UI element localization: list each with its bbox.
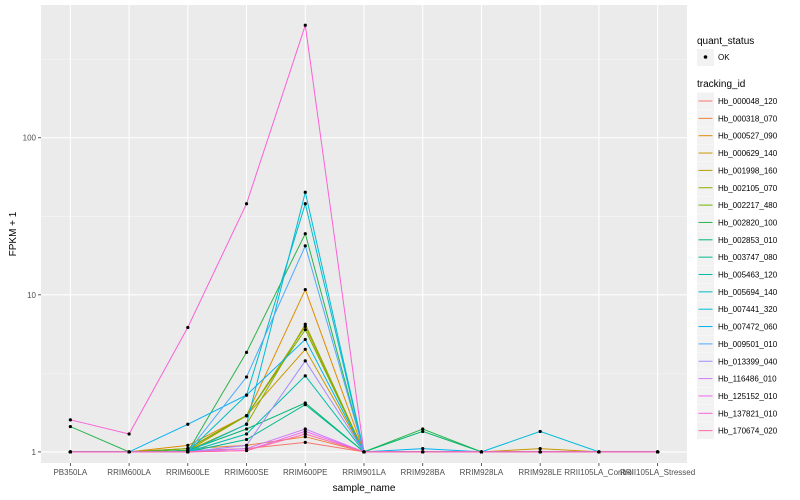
data-point: [538, 450, 542, 454]
legend-tracking-label: Hb_001998_160: [718, 166, 778, 175]
data-point: [186, 325, 190, 330]
data-point: [244, 350, 249, 355]
x-tick-label: RRII105LA_Stressed: [620, 468, 695, 477]
legend-quant-title: quant_status: [697, 36, 754, 47]
data-point: [186, 450, 190, 454]
data-point: [303, 347, 307, 351]
y-axis-title: FPKM + 1: [8, 211, 19, 256]
data-point: [362, 450, 366, 454]
data-point: [479, 450, 484, 454]
data-point: [244, 202, 249, 206]
x-tick-label: RRIM928LA: [460, 468, 504, 477]
data-point: [244, 422, 249, 426]
legend-tracking-label: Hb_002820_100: [718, 218, 778, 227]
data-point: [303, 287, 307, 292]
x-tick-label: RRIM928LE: [518, 468, 562, 477]
data-point: [538, 446, 542, 451]
data-point: [68, 450, 72, 454]
data-point: [421, 429, 425, 434]
data-point: [303, 429, 307, 434]
x-tick-label: RRIM600LE: [166, 468, 210, 477]
data-point: [303, 322, 307, 326]
data-point: [303, 328, 307, 332]
data-point: [597, 450, 601, 454]
x-tick-label: RRIM901LA: [342, 468, 386, 477]
y-tick-label: 100: [23, 134, 37, 143]
data-point: [421, 450, 425, 454]
legend-tracking-label: Hb_125152_010: [718, 392, 778, 401]
data-point: [421, 446, 425, 451]
x-axis-title: sample_name: [333, 483, 396, 494]
x-tick-label: RRII105LA_Control: [564, 468, 634, 477]
x-tick-label: RRIM600LA: [107, 468, 151, 477]
legend-tracking-label: Hb_000629_140: [718, 149, 778, 158]
legend-tracking-label: Hb_007472_060: [718, 323, 778, 332]
data-point: [656, 450, 660, 454]
data-point: [127, 450, 131, 454]
data-point: [244, 414, 249, 418]
data-point: [244, 437, 249, 442]
legend-tracking-label: Hb_007441_320: [718, 305, 778, 314]
data-point: [303, 202, 307, 206]
data-point: [244, 393, 249, 397]
data-point: [303, 432, 307, 436]
legend-tracking-label: Hb_005694_140: [718, 288, 778, 297]
data-point: [244, 375, 249, 379]
legend-tracking-label: Hb_013399_040: [718, 357, 778, 366]
data-point: [303, 232, 307, 236]
data-point: [68, 424, 72, 429]
legend-tracking-label: Hb_116486_010: [718, 375, 777, 384]
data-point: [303, 440, 307, 444]
legend-tracking-label: Hb_002105_070: [718, 184, 778, 193]
data-point: [303, 427, 307, 431]
legend-tracking-label: Hb_002853_010: [718, 236, 778, 245]
legend-tracking-label: Hb_137821_010: [718, 409, 778, 418]
legend-tracking-label: Hb_000318_070: [718, 114, 778, 123]
data-point: [244, 432, 249, 436]
x-tick-label: RRIM928BA: [400, 468, 445, 477]
legend-tracking-title: tracking_id: [697, 79, 745, 90]
x-tick-label: PB350LA: [53, 468, 87, 477]
data-point: [303, 337, 307, 342]
data-point: [186, 443, 190, 448]
data-point: [303, 23, 307, 27]
legend-tracking-label: Hb_170674_020: [718, 427, 778, 436]
legend-tracking-label: Hb_009501_010: [718, 340, 778, 349]
legend-tracking-label: Hb_005463_120: [718, 271, 778, 280]
legend-tracking-label: Hb_000048_120: [718, 97, 778, 106]
data-point: [303, 374, 307, 378]
data-point: [244, 427, 249, 431]
y-axis: 1 10 100: [23, 134, 41, 457]
grid-lines: [41, 5, 687, 463]
legend: quant_status OK tracking_id Hb_000048_12…: [697, 36, 778, 440]
data-point: [68, 418, 72, 422]
series-points: [68, 23, 660, 454]
data-point: [303, 190, 307, 194]
legend-quant-label: OK: [718, 53, 730, 62]
data-point: [244, 443, 249, 448]
x-tick-label: RRIM600PE: [283, 468, 327, 477]
legend-tracking-label: Hb_003747_080: [718, 253, 778, 262]
data-point: [303, 359, 307, 363]
y-tick-label: 1: [32, 448, 37, 457]
y-tick-label: 10: [27, 291, 36, 300]
data-point: [303, 435, 307, 439]
legend-quant-point: [703, 55, 708, 59]
data-point: [127, 432, 131, 436]
data-point: [538, 429, 542, 434]
legend-tracking-label: Hb_000527_090: [718, 132, 778, 141]
data-point: [186, 422, 190, 426]
data-point: [244, 448, 249, 453]
x-tick-label: RRIM600SE: [224, 468, 268, 477]
data-point: [421, 427, 425, 431]
x-axis: PB350LA RRIM600LA RRIM600LE RRIM600SE RRIM60…: [53, 463, 695, 477]
legend-tracking-label: Hb_002217_480: [718, 201, 778, 210]
data-point: [303, 244, 307, 248]
data-point: [303, 403, 307, 407]
